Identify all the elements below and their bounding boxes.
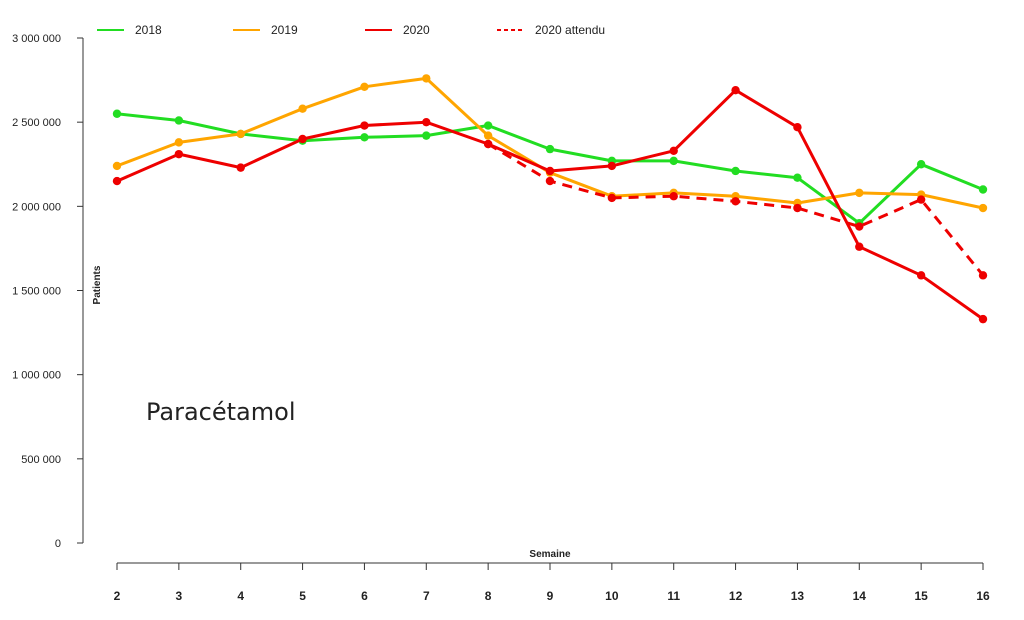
y-axis: 0 500 000 1 000 000 1 500 000 2 000 000 2 500… bbox=[12, 33, 84, 550]
y-axis-title: Patients bbox=[92, 265, 103, 304]
legend-label: 2020 attendu bbox=[535, 23, 605, 37]
data-point bbox=[731, 85, 740, 95]
data-point bbox=[112, 176, 122, 186]
y-tick-label: 0 bbox=[55, 538, 61, 550]
data-point bbox=[793, 203, 802, 213]
y-tick-label: 1 500 000 bbox=[12, 286, 61, 298]
legend: 2018 2019 2020 2020 attendu bbox=[97, 23, 605, 37]
x-tick-label: 9 bbox=[547, 589, 554, 603]
data-point bbox=[422, 74, 431, 83]
data-point bbox=[607, 161, 617, 171]
x-tick-label: 15 bbox=[914, 589, 928, 603]
data-point bbox=[607, 193, 617, 203]
data-point bbox=[669, 146, 678, 155]
x-tick-label: 5 bbox=[299, 589, 306, 603]
x-tick-label: 14 bbox=[853, 589, 867, 603]
data-point bbox=[978, 271, 988, 280]
data-point bbox=[793, 173, 802, 182]
data-point bbox=[545, 176, 555, 186]
data-point bbox=[855, 188, 864, 198]
data-point bbox=[236, 129, 245, 139]
x-tick-label: 11 bbox=[667, 589, 680, 603]
legend-item: 2020 attendu bbox=[497, 23, 605, 37]
data-point bbox=[236, 163, 245, 172]
data-point bbox=[112, 109, 122, 118]
data-point bbox=[422, 131, 431, 140]
y-tick-label: 3 000 000 bbox=[12, 33, 61, 45]
y-tick-label: 1 000 000 bbox=[12, 370, 61, 382]
y-tick-label: 2 500 000 bbox=[12, 117, 61, 129]
data-point bbox=[731, 197, 740, 206]
data-point bbox=[545, 166, 555, 176]
x-tick-label: 3 bbox=[176, 589, 183, 603]
x-tick-label: 7 bbox=[423, 589, 430, 603]
series-line bbox=[116, 88, 984, 321]
legend-label: 2018 bbox=[135, 23, 162, 37]
y-tick-label: 500 000 bbox=[21, 454, 61, 466]
data-point bbox=[731, 166, 740, 176]
data-point bbox=[669, 192, 678, 201]
data-point bbox=[360, 121, 369, 130]
data-point bbox=[545, 144, 555, 154]
series-line bbox=[487, 142, 985, 277]
data-point bbox=[174, 116, 184, 125]
chart-annotation: Paracétamol bbox=[146, 398, 295, 426]
series-2020-attendu bbox=[483, 139, 988, 280]
data-point bbox=[916, 195, 926, 204]
data-point bbox=[174, 138, 184, 147]
data-point bbox=[360, 133, 369, 142]
x-tick-label: 10 bbox=[605, 589, 619, 603]
data-point bbox=[483, 139, 493, 149]
x-axis-title: Semaine bbox=[529, 549, 571, 560]
x-tick-label: 8 bbox=[485, 589, 492, 603]
series-2020 bbox=[112, 85, 988, 324]
data-point bbox=[978, 185, 988, 194]
data-point bbox=[112, 161, 122, 171]
plot-lines bbox=[112, 74, 988, 324]
x-axis: 2 3 4 5 6 7 8 9 10 11 12 13 14 15 16 bbox=[114, 562, 990, 603]
legend-label: 2019 bbox=[271, 23, 298, 37]
series-line bbox=[116, 76, 984, 210]
legend-label: 2020 bbox=[403, 23, 430, 37]
data-point bbox=[916, 271, 926, 280]
data-point bbox=[978, 203, 988, 213]
data-point bbox=[669, 156, 678, 166]
data-point bbox=[174, 149, 184, 159]
data-point bbox=[298, 134, 307, 144]
data-point bbox=[855, 242, 864, 251]
data-point bbox=[793, 123, 802, 132]
data-point bbox=[855, 222, 864, 231]
data-point bbox=[298, 104, 307, 113]
x-tick-label: 13 bbox=[791, 589, 805, 603]
x-tick-label: 2 bbox=[114, 589, 121, 603]
data-point bbox=[483, 121, 493, 130]
data-point bbox=[483, 131, 493, 140]
x-tick-label: 16 bbox=[976, 589, 990, 603]
legend-item: 2018 bbox=[97, 23, 162, 37]
legend-item: 2020 bbox=[365, 23, 430, 37]
data-point bbox=[422, 117, 431, 127]
legend-item: 2019 bbox=[233, 23, 298, 37]
x-tick-label: 12 bbox=[729, 589, 743, 603]
series-2019 bbox=[112, 74, 988, 213]
y-tick-label: 2 000 000 bbox=[12, 201, 61, 213]
x-tick-label: 6 bbox=[361, 589, 368, 603]
data-point bbox=[978, 314, 988, 324]
x-tick-label: 4 bbox=[237, 589, 244, 603]
data-point bbox=[916, 160, 926, 169]
data-point bbox=[360, 82, 369, 92]
